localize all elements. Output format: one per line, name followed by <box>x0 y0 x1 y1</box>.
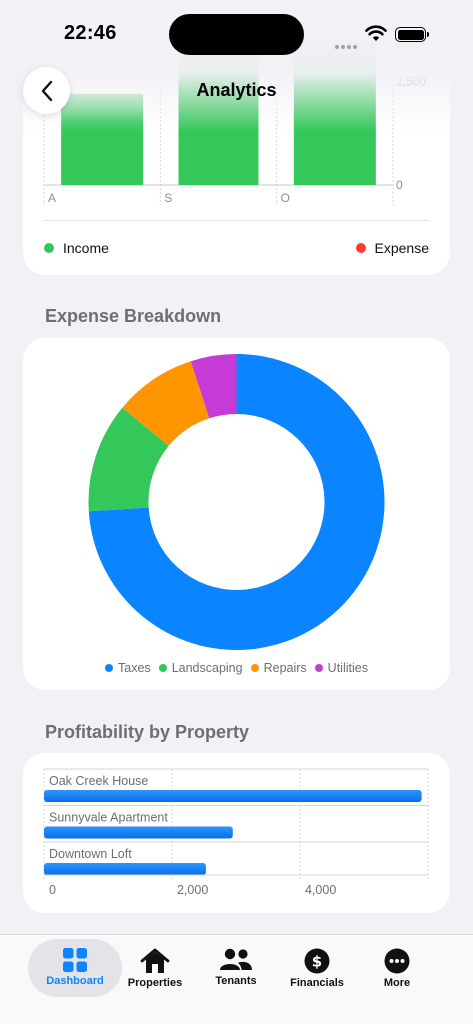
tab-more-label: More <box>383 977 411 989</box>
tab-properties-label: Properties <box>127 977 183 989</box>
profit-bar <box>44 826 233 839</box>
tab-financials[interactable]: $ Financials <box>270 939 364 997</box>
pie-legend-item: Utilities <box>314 661 368 675</box>
tab-properties[interactable]: Properties <box>108 939 202 997</box>
pie-legend-label: Taxes <box>118 661 151 675</box>
pie-legend-label: Utilities <box>327 661 368 675</box>
pie-slice-utilities <box>190 354 237 419</box>
legend-divider <box>44 220 429 221</box>
profitability-card: Oak Creek House Sunnyvale Apartment Downto… <box>23 753 450 913</box>
ellipsis-icon <box>384 948 410 974</box>
expense-dot <box>355 243 366 253</box>
pie-legend-item: Landscaping <box>158 661 243 675</box>
expense-donut-chart <box>88 354 385 650</box>
property-label: Downtown Loft <box>49 847 132 861</box>
profitability-title: Profitability by Property <box>45 722 250 742</box>
tab-more[interactable]: More <box>350 939 444 997</box>
wifi-icon <box>365 25 387 41</box>
legend-dot <box>250 664 259 672</box>
svg-text:$: $ <box>312 953 322 971</box>
signal-icon <box>335 36 359 54</box>
dynamic-island <box>169 14 304 55</box>
pie-slice-repairs <box>122 361 210 446</box>
status-time: 22:46 <box>64 22 117 44</box>
battery-icon <box>395 27 429 42</box>
tab-dashboard-label: Dashboard <box>46 975 104 987</box>
tab-bar: Dashboard Properties Tenants $ Financial… <box>0 934 473 1024</box>
pie-legend-label: Repairs <box>263 661 307 675</box>
dollar-icon: $ <box>304 948 330 974</box>
pie-legend-item: Repairs <box>250 661 307 675</box>
pie-legend: Taxes Landscaping Repairs Utilities <box>23 661 450 675</box>
legend-dot <box>158 664 167 672</box>
pie-legend-label: Landscaping <box>171 661 243 675</box>
people-icon <box>220 948 252 970</box>
tab-tenants-label: Tenants <box>215 975 257 987</box>
x-tick-label: S <box>164 191 172 205</box>
income-dot <box>44 243 54 253</box>
property-label: Sunnyvale Apartment <box>49 811 168 825</box>
legend-dot <box>314 664 323 672</box>
house-icon <box>140 948 170 973</box>
tab-financials-label: Financials <box>290 977 344 989</box>
legend-expense-label: Expense <box>374 240 429 256</box>
expense-breakdown-card: Taxes Landscaping Repairs Utilities <box>23 338 450 690</box>
x-tick-label: 2,000 <box>177 883 208 897</box>
legend-income: Income <box>44 240 109 256</box>
grid-icon <box>63 948 87 972</box>
tab-dashboard[interactable]: Dashboard <box>28 939 122 997</box>
income-bar <box>61 93 144 185</box>
page-title: Analytics <box>196 80 277 100</box>
property-label: Oak Creek House <box>49 774 148 788</box>
expense-breakdown-title: Expense Breakdown <box>45 306 222 326</box>
profit-bar <box>44 863 206 875</box>
x-tick-label: A <box>48 191 56 205</box>
legend-dot <box>105 664 114 672</box>
profit-bar <box>44 790 422 802</box>
tab-tenants[interactable]: Tenants <box>189 939 283 997</box>
x-tick-label: O <box>281 191 290 205</box>
x-tick-label: 4,000 <box>305 883 336 897</box>
legend-expense: Expense <box>355 240 429 256</box>
legend-income-label: Income <box>63 240 109 256</box>
pie-slice-taxes <box>88 354 385 650</box>
y-tick-label: 0 <box>396 178 403 192</box>
profitability-bar-chart: Oak Creek House Sunnyvale Apartment Downto… <box>43 768 429 897</box>
x-tick-label: 0 <box>49 883 56 897</box>
pie-slice-landscaping <box>88 407 169 512</box>
income-expense-card: 0 2,500 A S O Income Expense <box>23 40 450 275</box>
pie-legend-item: Taxes <box>105 661 151 675</box>
status-bar: 22:46 <box>0 0 473 66</box>
